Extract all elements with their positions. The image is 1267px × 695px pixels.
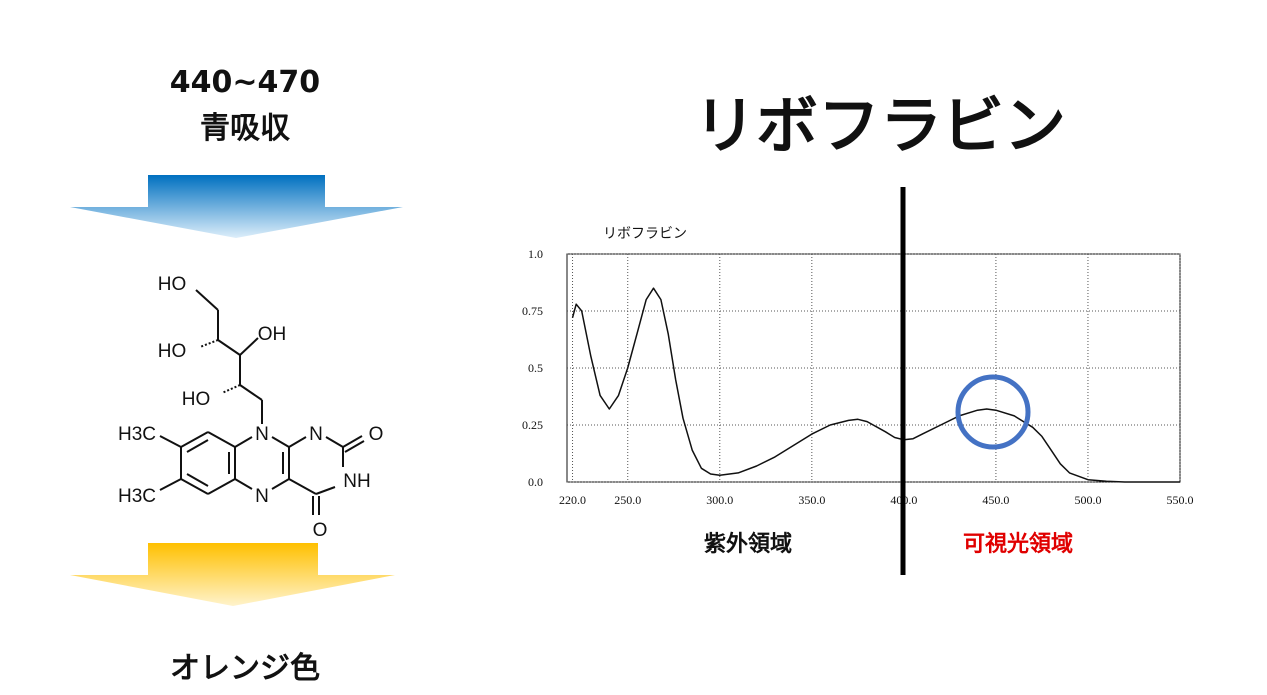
spectrum-line xyxy=(571,287,1180,483)
atom-label: H3C xyxy=(118,486,156,507)
y-tick-label: 1.0 xyxy=(528,247,543,261)
x-tick-label: 300.0 xyxy=(706,493,733,507)
yellow-arrow xyxy=(70,543,395,606)
absorption-label: 青吸収 xyxy=(200,111,291,146)
region-label: 紫外領域 xyxy=(704,531,792,557)
atom-label: HO xyxy=(158,274,187,295)
chart-subtitle: リボフラビン xyxy=(603,226,687,242)
absorption-range: 440~470 xyxy=(170,65,320,100)
atom-label: H3C xyxy=(118,424,156,445)
region-label: 可視光領域 xyxy=(963,531,1073,557)
atom-label: N xyxy=(255,486,269,507)
atom-label: N xyxy=(309,424,323,445)
molecule xyxy=(159,289,365,515)
atom-label: NH xyxy=(343,471,370,492)
y-tick-label: 0.0 xyxy=(528,475,543,489)
y-tick-label: 0.25 xyxy=(522,418,543,432)
x-tick-label: 550.0 xyxy=(1167,493,1194,507)
atom-label: N xyxy=(255,424,269,445)
chart-title: リボフラビン xyxy=(694,89,1066,162)
atom-label: HO xyxy=(182,389,211,410)
atom-label: HO xyxy=(158,341,187,362)
x-tick-label: 350.0 xyxy=(798,493,825,507)
y-tick-label: 0.75 xyxy=(522,304,543,318)
x-tick-label: 250.0 xyxy=(614,493,641,507)
highlight-circle xyxy=(955,374,1031,450)
x-tick-label: 500.0 xyxy=(1074,493,1101,507)
x-tick-label: 220.0 xyxy=(559,493,586,507)
atom-label: OH xyxy=(258,324,287,345)
atom-label: O xyxy=(369,424,384,445)
y-tick-label: 0.5 xyxy=(528,361,543,375)
result-color: オレンジ色 xyxy=(170,651,320,686)
blue-arrow xyxy=(70,175,403,238)
atom-label: O xyxy=(313,520,328,541)
x-tick-label: 450.0 xyxy=(982,493,1009,507)
